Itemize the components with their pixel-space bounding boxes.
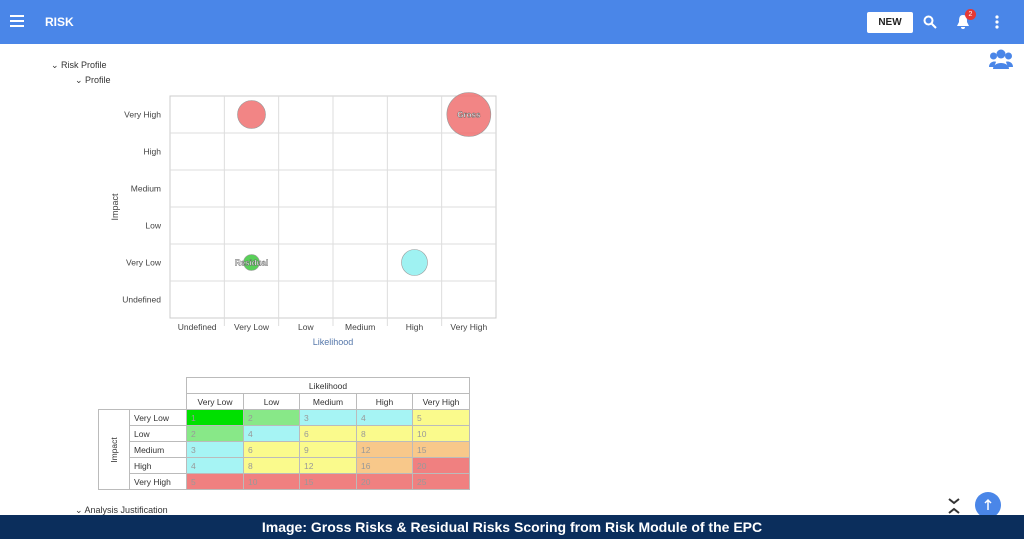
- risk-matrix: Likelihood Very Low Low Medium High Very High…: [98, 377, 470, 490]
- collapse-icon[interactable]: [946, 497, 962, 515]
- y-tick-label: Medium: [131, 184, 161, 194]
- matrix-cell: 10: [412, 425, 470, 442]
- column-label: Medium: [299, 393, 357, 410]
- matrix-cell: 5: [186, 473, 244, 490]
- caption: Image: Gross Risks & Residual Risks Scor…: [0, 515, 1024, 539]
- tree-node[interactable]: ⌄ Profile: [75, 75, 111, 85]
- row-header: Impact: [98, 409, 130, 490]
- matrix-cell: 3: [186, 441, 244, 458]
- column-label: Low: [243, 393, 300, 410]
- matrix-cell: 6: [243, 441, 300, 458]
- notification-badge: 2: [965, 9, 976, 20]
- app-title: RISK: [45, 15, 74, 29]
- bubble: [237, 100, 266, 129]
- matrix-row: Medium 3 6 9 12 15: [99, 441, 470, 458]
- matrix-cell: 20: [412, 457, 470, 474]
- x-tick-label: High: [406, 322, 424, 332]
- matrix-cell: 2: [186, 425, 244, 442]
- matrix-cell: 15: [299, 473, 357, 490]
- tree-node[interactable]: ⌄ Risk Profile: [51, 60, 107, 70]
- menu-icon[interactable]: [10, 15, 24, 27]
- matrix-cell: 10: [243, 473, 300, 490]
- header-row: Likelihood: [99, 377, 470, 394]
- tree-label: Analysis Justification: [84, 505, 168, 515]
- top-bar: RISK NEW 2: [0, 0, 1024, 44]
- y-axis-label: Impact: [110, 193, 120, 221]
- row-header-text: Impact: [109, 436, 119, 463]
- matrix-cell: 25: [412, 473, 470, 490]
- matrix-row: Very High 5 10 15 20 25: [99, 473, 470, 490]
- matrix-cell: 1: [186, 409, 244, 426]
- bubble: [401, 249, 428, 276]
- bubble-chart: Undefined Very Low Low Medium High Very High U…: [110, 92, 497, 347]
- bubble-label: Residual: [235, 259, 268, 268]
- y-tick-label: Undefined: [122, 295, 161, 305]
- new-button[interactable]: NEW: [867, 12, 913, 33]
- tree-label: Profile: [85, 75, 111, 85]
- matrix-row: Impact Very Low 1 2 3 4 5: [98, 409, 470, 490]
- corner-cell: [99, 378, 187, 410]
- row-label: Medium: [129, 441, 187, 458]
- matrix-row: High 4 8 12 16 20: [99, 457, 470, 474]
- matrix-cell: 2: [243, 409, 300, 426]
- matrix-cell: 20: [356, 473, 413, 490]
- matrix-cell: 6: [299, 425, 357, 442]
- column-header: Likelihood: [186, 377, 470, 394]
- x-axis-label: Likelihood: [313, 337, 354, 347]
- matrix-cell: 12: [356, 441, 413, 458]
- row-label: Very High: [129, 473, 187, 490]
- matrix-cell: 8: [356, 425, 413, 442]
- matrix-cell: 16: [356, 457, 413, 474]
- matrix-cell: 4: [356, 409, 413, 426]
- matrix-cell: 9: [299, 441, 357, 458]
- users-icon[interactable]: [989, 48, 1013, 70]
- tree-label: Risk Profile: [61, 60, 107, 70]
- search-icon[interactable]: [923, 15, 937, 29]
- column-label: High: [356, 393, 413, 410]
- y-tick-label: High: [144, 147, 162, 157]
- more-icon[interactable]: [995, 15, 999, 29]
- matrix-cell: 8: [243, 457, 300, 474]
- matrix-cell: 4: [243, 425, 300, 442]
- column-label: Very High: [412, 393, 470, 410]
- matrix-cell: 12: [299, 457, 357, 474]
- scroll-top-button[interactable]: [974, 491, 1002, 519]
- matrix-cell: 3: [299, 409, 357, 426]
- y-tick-label: Very Low: [126, 258, 162, 268]
- x-tick-label: Medium: [345, 322, 375, 332]
- matrix-cell: 5: [412, 409, 470, 426]
- row-label: Low: [129, 425, 187, 442]
- y-tick-label: Very High: [124, 110, 161, 120]
- row-label: Very Low: [129, 409, 187, 426]
- x-tick-label: Low: [298, 322, 314, 332]
- x-tick-label: Undefined: [178, 322, 217, 332]
- matrix-row: Low 2 4 6 8 10: [99, 425, 470, 442]
- matrix-cell: 4: [186, 457, 244, 474]
- x-tick-label: Very Low: [234, 322, 270, 332]
- matrix-cell: 15: [412, 441, 470, 458]
- x-tick-label: Very High: [450, 322, 487, 332]
- bubble: [446, 92, 492, 137]
- bubble-label: Gross: [457, 111, 481, 120]
- y-tick-label: Low: [145, 221, 161, 231]
- tree-node[interactable]: ⌄ Analysis Justification: [75, 505, 168, 515]
- column-label: Very Low: [186, 393, 244, 410]
- bubble: [243, 254, 260, 271]
- row-label: High: [129, 457, 187, 474]
